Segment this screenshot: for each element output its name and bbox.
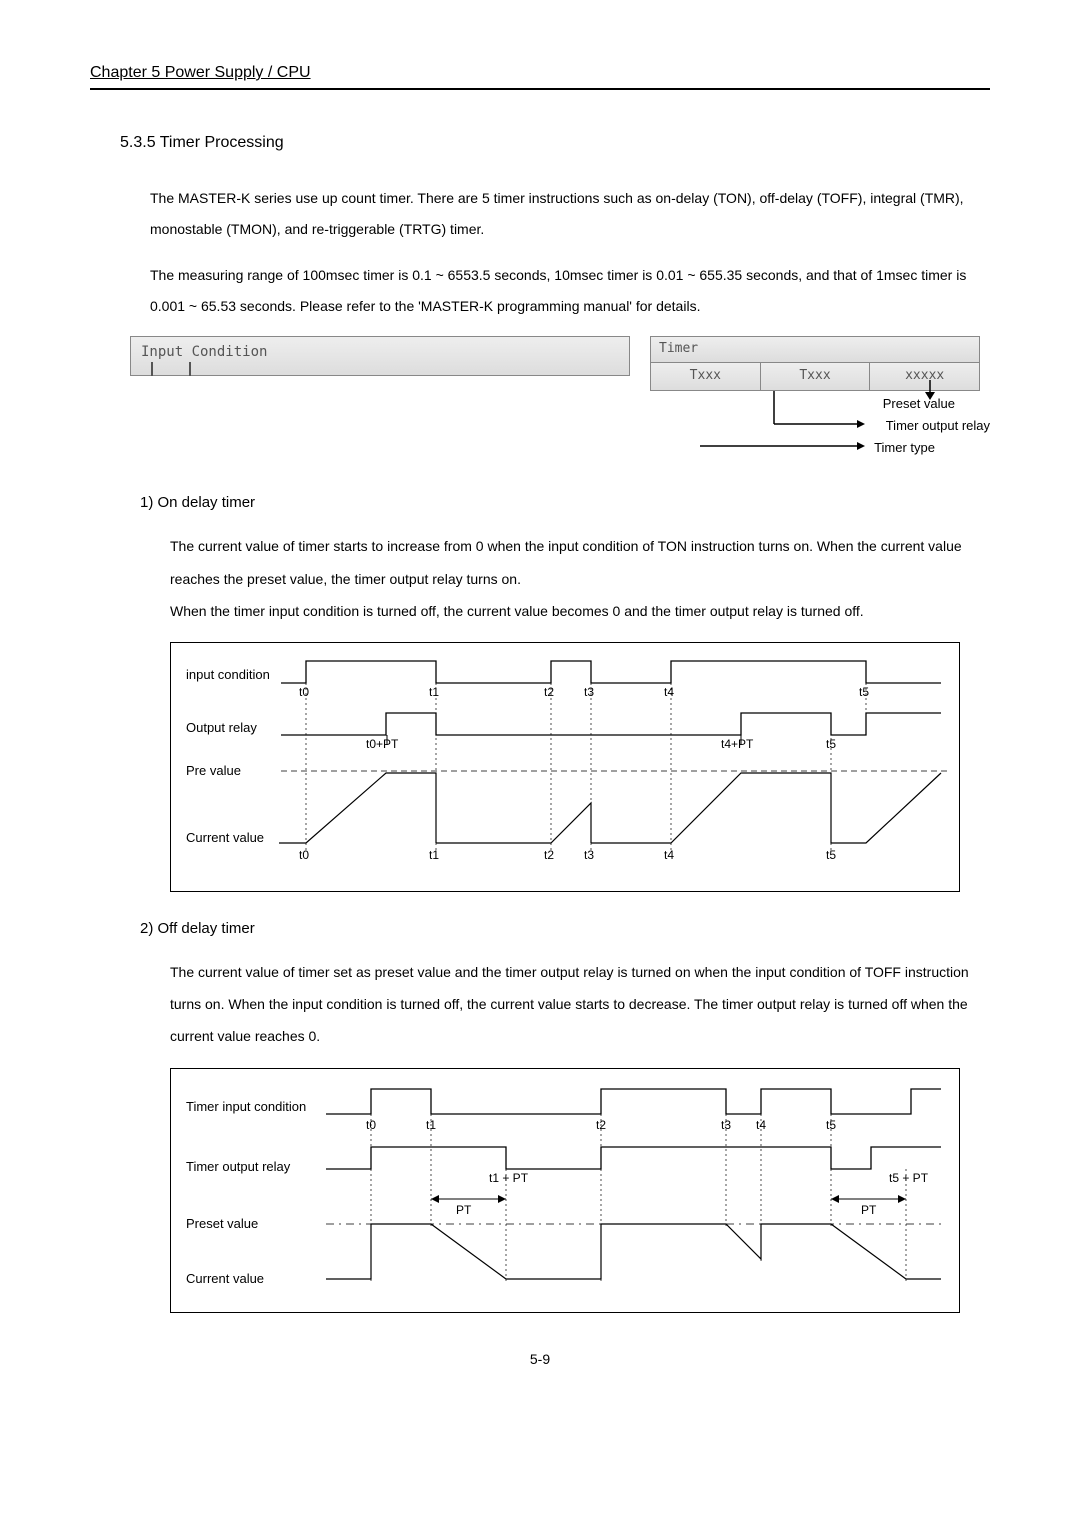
d1-bt0: t0 <box>299 846 309 865</box>
d1-t1: t1 <box>429 683 439 702</box>
chapter-header: Chapter 5 Power Supply / CPU <box>90 60 990 90</box>
intro-paragraph-2: The measuring range of 100msec timer is … <box>150 260 980 322</box>
d2-t0: t0 <box>366 1116 376 1135</box>
d1-t0: t0 <box>299 683 309 702</box>
d1-t2: t2 <box>544 683 554 702</box>
annot-type: Timer type <box>874 438 935 459</box>
d1-bt1: t1 <box>429 846 439 865</box>
d2-t4: t4 <box>756 1116 766 1135</box>
item-1-body-1: The current value of timer starts to inc… <box>170 530 990 594</box>
section-title: 5.3.5 Timer Processing <box>120 130 990 156</box>
d1-t4pt: t4+PT <box>721 735 753 754</box>
d1-t4: t4 <box>664 683 674 702</box>
d2-pt2: PT <box>861 1201 876 1220</box>
d2-t1: t1 <box>426 1116 436 1135</box>
d1-t5: t5 <box>859 683 869 702</box>
d2-t5: t5 <box>826 1116 836 1135</box>
off-delay-timing-diagram: Timer input condition Timer output relay… <box>170 1068 960 1313</box>
d1-bt4: t4 <box>664 846 674 865</box>
item-2: 2) Off delay timer The current value of … <box>140 917 990 1053</box>
on-delay-timing-diagram: input condition Output relay Pre value C… <box>170 642 960 892</box>
intro-paragraph-1: The MASTER-K series use up count timer. … <box>150 183 980 245</box>
d1-bt3: t3 <box>584 846 594 865</box>
d1-bt5: t5 <box>826 846 836 865</box>
page-number: 5-9 <box>90 1348 990 1370</box>
d1-t0pt: t0+PT <box>366 735 398 754</box>
d2-t1pt: t1 + PT <box>489 1169 528 1188</box>
d2-pt1: PT <box>456 1201 471 1220</box>
d1-bt2: t2 <box>544 846 554 865</box>
annot-relay: Timer output relay <box>886 416 990 437</box>
d1-t5m: t5 <box>826 735 836 754</box>
item-1: 1) On delay timer The current value of t… <box>140 491 990 627</box>
d1-t3: t3 <box>584 683 594 702</box>
item-1-body-2: When the timer input condition is turned… <box>170 595 990 627</box>
d2-t5pt: t5 + PT <box>889 1169 928 1188</box>
timer-instruction-figure: Input Condition Timer Txxx Txxx xxxxx Pr… <box>120 336 990 466</box>
d2-t3: t3 <box>721 1116 731 1135</box>
item-1-title: 1) On delay timer <box>140 491 990 515</box>
annot-preset: Preset value <box>883 394 955 415</box>
item-2-title: 2) Off delay timer <box>140 917 990 941</box>
d2-t2: t2 <box>596 1116 606 1135</box>
item-2-body: The current value of timer set as preset… <box>170 956 990 1053</box>
